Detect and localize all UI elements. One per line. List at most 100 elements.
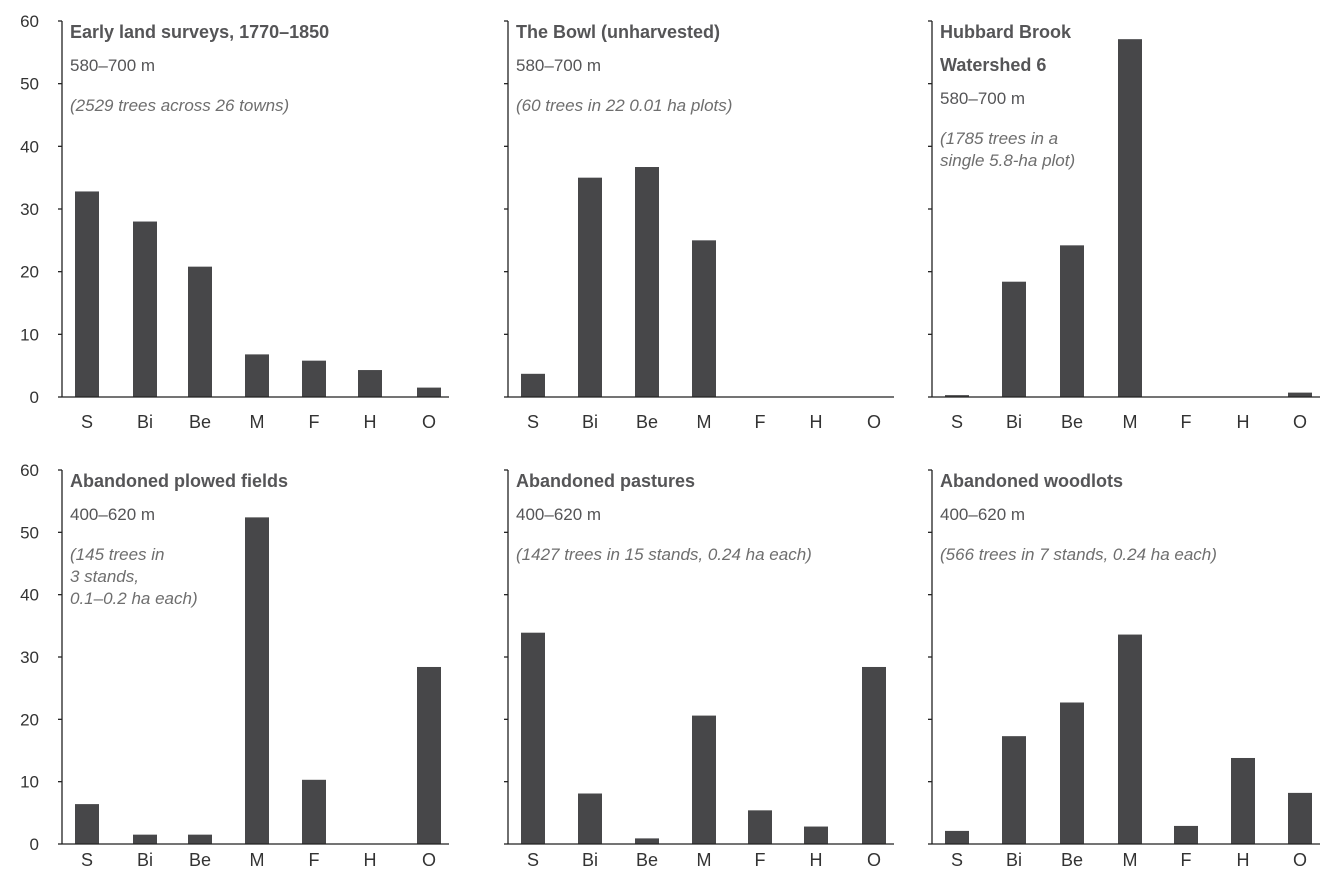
y-tick-label: 0 (30, 835, 39, 854)
panel-title: Abandoned plowed fields (70, 471, 288, 491)
x-tick-label: Bi (582, 850, 598, 870)
x-tick-label: S (951, 850, 963, 870)
x-tick-label: F (755, 850, 766, 870)
bar-m (1118, 39, 1142, 397)
bar-be (635, 838, 659, 844)
x-tick-label: Bi (1006, 412, 1022, 432)
x-tick-label: O (1293, 412, 1307, 432)
x-tick-label: H (810, 412, 823, 432)
x-tick-label: F (1181, 850, 1192, 870)
x-tick-label: O (867, 850, 881, 870)
bar-o (1288, 792, 1312, 844)
panel-note: (1427 trees in 15 stands, 0.24 ha each) (516, 545, 812, 564)
x-tick-label: H (1237, 850, 1250, 870)
bar-s (521, 632, 545, 844)
bar-m (245, 517, 269, 844)
x-tick-label: M (1123, 850, 1138, 870)
panel-note: (566 trees in 7 stands, 0.24 ha each) (940, 545, 1217, 564)
x-tick-label: Bi (1006, 850, 1022, 870)
panel-title: The Bowl (unharvested) (516, 22, 720, 42)
x-tick-label: O (867, 412, 881, 432)
x-tick-label: F (1181, 412, 1192, 432)
x-tick-label: H (364, 850, 377, 870)
bar-h (358, 370, 382, 397)
bar-f (748, 810, 772, 844)
bar-o (417, 387, 441, 397)
bar-m (245, 354, 269, 397)
bar-h (1231, 757, 1255, 844)
y-tick-label: 50 (20, 75, 39, 94)
x-tick-label: Be (1061, 850, 1083, 870)
panel-note: (60 trees in 22 0.01 ha plots) (516, 96, 732, 115)
x-tick-label: S (81, 412, 93, 432)
y-tick-label: 60 (20, 12, 39, 31)
panel-note: single 5.8-ha plot) (940, 151, 1075, 170)
panel-elevation: 400–620 m (70, 505, 155, 524)
x-tick-label: O (422, 850, 436, 870)
x-tick-label: S (951, 412, 963, 432)
y-tick-label: 30 (20, 200, 39, 219)
x-tick-label: M (250, 412, 265, 432)
x-tick-label: S (81, 850, 93, 870)
bar-s (521, 373, 545, 397)
bar-f (1174, 825, 1198, 844)
x-tick-label: Be (189, 850, 211, 870)
panel-note: (145 trees in (70, 545, 165, 564)
x-tick-label: S (527, 850, 539, 870)
panel-title: Abandoned woodlots (940, 471, 1123, 491)
bar-bi (133, 221, 157, 397)
x-tick-label: Bi (582, 412, 598, 432)
x-tick-label: M (250, 850, 265, 870)
panel-elevation: 580–700 m (516, 56, 601, 75)
panel-title: Early land surveys, 1770–1850 (70, 22, 329, 42)
bar-o (862, 666, 886, 844)
y-tick-label: 0 (30, 388, 39, 407)
panel-elevation: 580–700 m (70, 56, 155, 75)
y-tick-label: 10 (20, 773, 39, 792)
bar-f (302, 360, 326, 397)
y-tick-label: 10 (20, 325, 39, 344)
bar-bi (1002, 281, 1026, 397)
x-tick-label: O (422, 412, 436, 432)
bar-m (692, 240, 716, 397)
panel-elevation: 400–620 m (940, 505, 1025, 524)
x-tick-label: M (697, 850, 712, 870)
panel-title: Abandoned pastures (516, 471, 695, 491)
x-tick-label: Be (636, 412, 658, 432)
panel-title: Hubbard Brook (940, 22, 1072, 42)
x-tick-label: F (309, 850, 320, 870)
x-tick-label: M (1123, 412, 1138, 432)
bar-be (188, 266, 212, 397)
bar-m (1118, 634, 1142, 844)
x-tick-label: F (309, 412, 320, 432)
y-tick-label: 30 (20, 648, 39, 667)
panel-elevation: 400–620 m (516, 505, 601, 524)
x-tick-label: Be (189, 412, 211, 432)
bar-f (302, 779, 326, 844)
x-tick-label: Bi (137, 850, 153, 870)
x-tick-label: Bi (137, 412, 153, 432)
x-tick-label: H (364, 412, 377, 432)
bar-be (1060, 702, 1084, 844)
bar-bi (578, 177, 602, 397)
x-tick-label: F (755, 412, 766, 432)
bar-bi (1002, 736, 1026, 844)
bar-o (417, 666, 441, 844)
bar-s (945, 830, 969, 844)
bar-be (188, 834, 212, 844)
x-tick-label: Be (1061, 412, 1083, 432)
panel-note: (2529 trees across 26 towns) (70, 96, 289, 115)
bar-m (692, 715, 716, 844)
y-tick-label: 60 (20, 461, 39, 480)
panel-elevation: 580–700 m (940, 89, 1025, 108)
x-tick-label: H (810, 850, 823, 870)
bar-be (635, 167, 659, 397)
bar-bi (133, 834, 157, 844)
y-tick-label: 40 (20, 137, 39, 156)
x-tick-label: Be (636, 850, 658, 870)
panel-title: Watershed 6 (940, 55, 1046, 75)
x-tick-label: O (1293, 850, 1307, 870)
y-tick-label: 40 (20, 586, 39, 605)
y-tick-label: 20 (20, 263, 39, 282)
